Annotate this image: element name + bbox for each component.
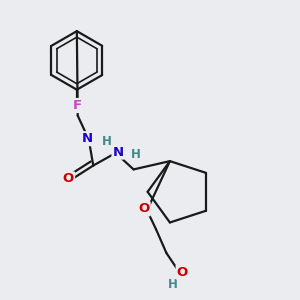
Text: O: O xyxy=(177,266,188,279)
Text: N: N xyxy=(112,146,124,159)
Text: H: H xyxy=(167,278,177,292)
Text: O: O xyxy=(138,202,150,215)
Text: N: N xyxy=(82,132,93,145)
Text: H: H xyxy=(102,134,112,148)
Text: H: H xyxy=(131,148,141,161)
Text: O: O xyxy=(63,172,74,185)
Text: F: F xyxy=(72,99,81,112)
